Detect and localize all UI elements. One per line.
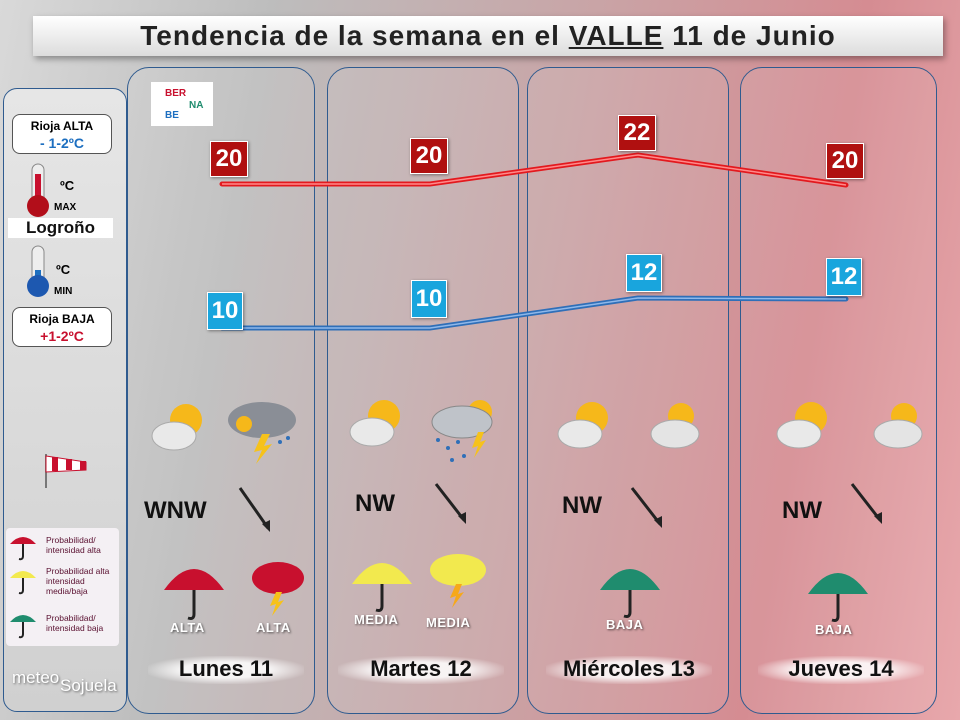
umbrella-baja-icon: [10, 615, 36, 639]
title-prefix: Tendencia de la semana en el: [140, 20, 569, 51]
day-column-3: [527, 67, 729, 714]
max-label: MAX: [54, 202, 77, 213]
legend-baja-text: Probabilidad/ intensidad baja: [46, 613, 104, 633]
rioja-alta-title: Rioja ALTA: [30, 119, 94, 133]
rain-level-1: ALTA: [170, 620, 205, 635]
wind-arrow-icon: [850, 483, 882, 524]
title-bar: Tendencia de la semana en el VALLE 11 de…: [33, 16, 943, 56]
umbrella-media-icon: [352, 563, 412, 612]
min-temp-badge-4: 12: [826, 258, 862, 296]
wind-arrow-icon: [238, 487, 270, 532]
storm-cloud-alta-icon: [252, 562, 304, 616]
wind-arrow-icon: [434, 483, 466, 524]
max-temp-badge-3: 22: [618, 115, 656, 151]
logo-text-2: NA: [189, 100, 204, 111]
windsock-icon: [45, 454, 87, 488]
rioja-baja-title: Rioja BAJA: [29, 312, 95, 326]
brand-meteo: meteo: [12, 668, 60, 687]
umbrella-baja-icon: [600, 569, 660, 618]
day-label-3: Miércoles 13: [546, 656, 712, 684]
sun-cloud-icon: [557, 402, 608, 449]
min-temp-line-highlight: [222, 297, 847, 329]
rioja-baja-box: Rioja BAJA +1-2ºC: [12, 307, 112, 347]
storm-level-2: MEDIA: [426, 615, 471, 630]
umbrella-alta-icon: [164, 569, 224, 620]
thermometer-max-icon: [27, 163, 49, 217]
storm-rain-icon: [431, 400, 493, 462]
storm-icon: [228, 402, 296, 464]
title-valle: VALLE: [568, 20, 664, 51]
min-temp-badge-3: 12: [626, 254, 662, 292]
brand-sojuela: Sojuela: [60, 676, 117, 695]
rioja-alta-box: Rioja ALTA - 1-2ºC: [12, 114, 112, 154]
thermometer-min-icon: [27, 245, 49, 297]
wind-direction-4: NW: [782, 497, 822, 524]
rain-level-2: MEDIA: [354, 612, 399, 627]
storm-cloud-media-icon: [430, 554, 486, 608]
rioja-alta-delta: - 1-2ºC: [39, 135, 84, 151]
storm-level-1: ALTA: [256, 620, 291, 635]
rioja-baja-delta: +1-2ºC: [40, 328, 84, 344]
max-temp-badge-4: 20: [826, 143, 864, 179]
min-temp-badge-1: 10: [207, 292, 243, 330]
wind-direction-2: NW: [355, 490, 395, 517]
max-temp-badge-2: 20: [410, 138, 448, 174]
day-label-4: Jueves 14: [758, 656, 924, 684]
umbrella-media-icon: [10, 571, 36, 595]
page-title: Tendencia de la semana en el VALLE 11 de…: [33, 20, 943, 52]
sun-cloud-icon: [151, 404, 202, 451]
min-temp-badge-2: 10: [411, 280, 447, 318]
logo-text-1: BER: [165, 88, 187, 99]
max-unit: ºC: [60, 178, 75, 193]
umbrella-alta-icon: [10, 537, 36, 561]
legend-media-text: Probabilidad alta intensidad media/baja: [46, 566, 110, 596]
max-temp-badge-1: 20: [210, 141, 248, 177]
legend-alta-text: Probabilidad/ intensidad alta: [46, 535, 101, 555]
rain-level-4: BAJA: [815, 622, 853, 637]
day-label-1: Lunes 11: [148, 656, 304, 684]
max-temp-line-highlight: [222, 154, 847, 186]
legend-box: Probabilidad/ intensidad alta Probabilid…: [6, 528, 119, 646]
bernabe-logo: BER NA BE: [151, 82, 213, 126]
min-label: MIN: [54, 286, 73, 297]
wind-arrow-icon: [630, 487, 662, 528]
day-label-2: Martes 12: [338, 656, 504, 684]
sun-cloud-icon: [776, 402, 827, 449]
cloud-sun-icon: [873, 403, 923, 449]
city-label: Logroño: [8, 218, 113, 238]
title-suffix: 11 de Junio: [663, 20, 836, 51]
min-unit: ºC: [56, 262, 71, 277]
sun-cloud-icon: [349, 400, 400, 447]
cloud-sun-icon: [650, 403, 700, 449]
wind-direction-3: NW: [562, 492, 602, 519]
wind-direction-1: WNW: [144, 497, 207, 524]
rain-level-3: BAJA: [606, 617, 644, 632]
logo-text-3: BE: [165, 110, 179, 121]
umbrella-baja-icon: [808, 573, 868, 622]
